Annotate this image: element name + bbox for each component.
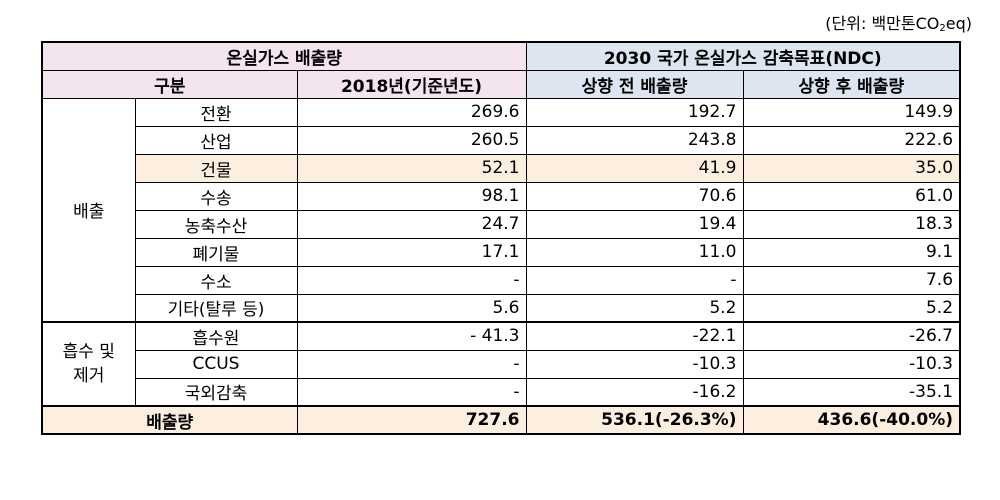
total-2018: 727.6 <box>296 405 527 435</box>
row-after: 5.2 <box>742 293 962 323</box>
total-label: 배출량 <box>41 405 298 435</box>
row-2018: 52.1 <box>296 153 527 183</box>
row-before: 70.6 <box>525 181 744 211</box>
row-after: 149.9 <box>742 97 962 127</box>
row-name: CCUS <box>134 349 298 379</box>
header-after: 상향 후 배출량 <box>742 69 962 99</box>
row-2018: 269.6 <box>296 97 527 127</box>
table-row: 수소 - -7.6 <box>42 265 962 295</box>
group-emission: 배출 <box>41 97 136 323</box>
row-2018: - <box>296 349 527 379</box>
row-before: 243.8 <box>525 125 744 155</box>
table-row: 수송 98.1 70.6 61.0 <box>42 181 962 211</box>
row-before: 5.2 <box>525 293 744 323</box>
header-emissions-group: 온실가스 배출량 <box>41 41 527 71</box>
table-row: CCUS - -10.3 -10.3 <box>42 349 962 379</box>
row-after: 9.1 <box>742 237 962 267</box>
header-row-2: 구분 2018년(기준년도) 상향 전 배출량 상향 후 배출량 <box>41 69 962 99</box>
row-name: 수송 <box>134 181 298 211</box>
row-2018: - <box>296 377 527 407</box>
row-name: 수소 <box>134 265 298 295</box>
row-after: -35.1 <box>742 377 962 407</box>
table-row: 배출 전환 269.6 192.7 149.9 <box>41 97 962 323</box>
row-after: -26.7 <box>742 321 962 351</box>
table-row: 기타(탈루 등) 5.6 5.2 5.2 <box>42 293 962 323</box>
emissions-table: 온실가스 배출량 2030 국가 온실가스 감축목표(NDC) 구분 2018년… <box>41 41 962 435</box>
row-after: -10.3 <box>742 349 962 379</box>
row-before: 41.9 <box>525 153 744 183</box>
row-after: 18.3 <box>742 209 962 239</box>
row-2018: - <box>296 265 527 295</box>
table-row: 산업 260.5 243.8 222.6 <box>42 125 962 155</box>
total-after: 436.6(-40.0%) <box>742 405 962 435</box>
row-after: 61.0 <box>742 181 962 211</box>
row-2018: 5.6 <box>296 293 527 323</box>
row-after: 35.0 <box>742 153 962 183</box>
header-row-1: 온실가스 배출량 2030 국가 온실가스 감축목표(NDC) <box>41 41 962 71</box>
row-name: 산업 <box>134 125 298 155</box>
table-row: 폐기물 17.1 11.0 9.1 <box>42 237 962 267</box>
row-name: 폐기물 <box>134 237 298 267</box>
row-2018: 98.1 <box>296 181 527 211</box>
row-after: 222.6 <box>742 125 962 155</box>
unit-note: (단위: 백만톤CO2eq) <box>825 14 972 34</box>
header-2018: 2018년(기준년도) <box>296 69 527 99</box>
total-row: 배출량 727.6 536.1(-26.3%) 436.6(-40.0%) <box>41 405 962 435</box>
row-name: 전환 <box>134 97 298 127</box>
row-name: 농축수산 <box>134 209 298 239</box>
row-name: 국외감축 <box>134 377 298 407</box>
row-2018: 260.5 <box>296 125 527 155</box>
row-before: 19.4 <box>525 209 744 239</box>
group-removal: 흡수 및 제거 <box>41 321 136 407</box>
row-name: 건물 <box>134 153 298 183</box>
row-before: -16.2 <box>525 377 744 407</box>
row-before: - <box>525 265 744 295</box>
total-before: 536.1(-26.3%) <box>525 405 744 435</box>
table-row: 국외감축 - -16.2 -35.1 <box>42 377 962 407</box>
header-category: 구분 <box>41 69 298 99</box>
table-row: 흡수 및 제거 흡수원 - 41.3 -22.1 -26.7 <box>41 321 962 407</box>
row-after: 7.6 <box>742 265 962 295</box>
table-row: 농축수산 24.7 19.4 18.3 <box>42 209 962 239</box>
row-2018: 17.1 <box>296 237 527 267</box>
row-name: 기타(탈루 등) <box>134 293 298 323</box>
row-before: -22.1 <box>525 321 744 351</box>
header-before: 상향 전 배출량 <box>525 69 744 99</box>
header-ndc-group: 2030 국가 온실가스 감축목표(NDC) <box>525 41 962 71</box>
row-2018: - 41.3 <box>296 321 527 351</box>
table-row: 건물 52.1 41.9 35.0 <box>42 153 962 183</box>
row-2018: 24.7 <box>296 209 527 239</box>
row-name: 흡수원 <box>134 321 298 351</box>
row-before: -10.3 <box>525 349 744 379</box>
row-before: 11.0 <box>525 237 744 267</box>
row-before: 192.7 <box>525 97 744 127</box>
